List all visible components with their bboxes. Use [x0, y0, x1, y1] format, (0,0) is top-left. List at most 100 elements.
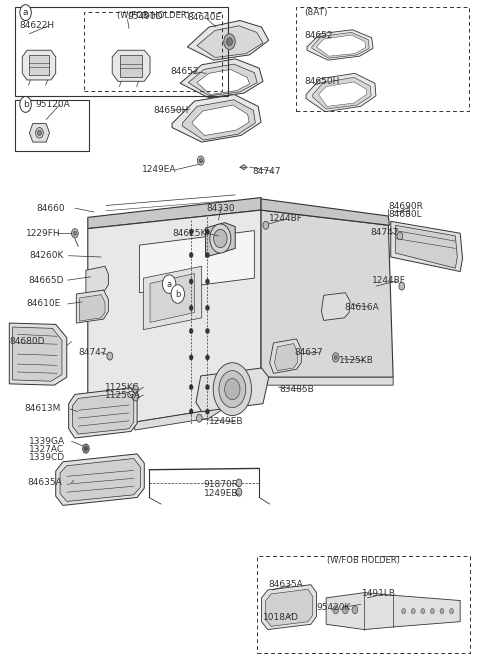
- Polygon shape: [307, 30, 373, 60]
- Circle shape: [72, 228, 78, 238]
- Text: b: b: [175, 289, 180, 299]
- Polygon shape: [396, 225, 457, 268]
- Polygon shape: [56, 454, 144, 505]
- Circle shape: [225, 379, 240, 400]
- Circle shape: [334, 355, 337, 359]
- Circle shape: [73, 231, 76, 235]
- Polygon shape: [188, 64, 257, 96]
- Text: 84690R: 84690R: [388, 203, 423, 211]
- Text: 84747: 84747: [78, 348, 107, 357]
- Text: 1249EB: 1249EB: [204, 489, 238, 498]
- Text: 83485B: 83485B: [279, 385, 314, 394]
- Circle shape: [107, 352, 113, 360]
- Polygon shape: [306, 73, 376, 112]
- Polygon shape: [196, 368, 269, 412]
- Circle shape: [236, 489, 242, 496]
- Circle shape: [411, 608, 415, 614]
- Circle shape: [20, 97, 31, 113]
- Text: 84637: 84637: [295, 348, 323, 357]
- Circle shape: [171, 285, 184, 303]
- Polygon shape: [112, 50, 150, 81]
- Polygon shape: [120, 55, 142, 77]
- Text: 95120A: 95120A: [36, 100, 71, 109]
- Polygon shape: [313, 77, 371, 109]
- Circle shape: [333, 606, 338, 614]
- Text: 95420K: 95420K: [317, 602, 351, 612]
- Circle shape: [84, 447, 87, 451]
- Polygon shape: [319, 82, 366, 107]
- Circle shape: [342, 606, 348, 614]
- Polygon shape: [150, 273, 194, 322]
- Text: 84622H: 84622H: [20, 21, 55, 30]
- Polygon shape: [22, 50, 56, 80]
- Circle shape: [352, 606, 358, 614]
- Bar: [84, 12, 222, 91]
- Circle shape: [189, 305, 193, 310]
- Polygon shape: [60, 459, 141, 501]
- Circle shape: [205, 328, 209, 334]
- Bar: [257, 555, 470, 653]
- Circle shape: [199, 159, 202, 163]
- Polygon shape: [135, 377, 393, 430]
- Circle shape: [402, 608, 406, 614]
- Text: 1018AD: 1018AD: [263, 613, 299, 622]
- Polygon shape: [326, 592, 460, 630]
- Text: a: a: [23, 8, 28, 17]
- Circle shape: [431, 608, 434, 614]
- Polygon shape: [197, 70, 250, 95]
- Text: 1244BF: 1244BF: [269, 214, 302, 223]
- Text: 1125KB: 1125KB: [338, 356, 373, 365]
- Circle shape: [219, 371, 246, 408]
- Polygon shape: [140, 230, 254, 293]
- Text: 84635A: 84635A: [27, 479, 62, 487]
- Text: 84747: 84747: [370, 228, 399, 237]
- Circle shape: [189, 229, 193, 234]
- Text: 84635A: 84635A: [269, 580, 303, 589]
- Polygon shape: [391, 221, 463, 271]
- Polygon shape: [88, 210, 261, 422]
- Circle shape: [227, 38, 232, 46]
- Bar: [297, 7, 469, 111]
- Polygon shape: [80, 295, 105, 321]
- Polygon shape: [29, 55, 48, 75]
- Circle shape: [162, 275, 176, 293]
- Polygon shape: [182, 100, 255, 140]
- Circle shape: [236, 479, 242, 487]
- Polygon shape: [317, 35, 365, 56]
- Circle shape: [37, 130, 41, 136]
- Polygon shape: [275, 344, 298, 371]
- Text: 84652: 84652: [170, 67, 199, 76]
- Text: 84260K: 84260K: [29, 251, 64, 260]
- Text: 1491LB: 1491LB: [361, 589, 396, 598]
- Polygon shape: [322, 293, 350, 320]
- Circle shape: [133, 385, 139, 393]
- Text: 1339GA: 1339GA: [28, 437, 65, 446]
- Circle shape: [20, 5, 31, 21]
- Polygon shape: [205, 222, 235, 257]
- Text: a: a: [167, 279, 172, 289]
- Polygon shape: [261, 199, 389, 225]
- Text: 84650H: 84650H: [305, 77, 340, 86]
- Circle shape: [263, 221, 269, 229]
- Circle shape: [399, 282, 405, 290]
- Circle shape: [205, 252, 209, 258]
- Text: 84330: 84330: [206, 205, 235, 213]
- Polygon shape: [270, 339, 301, 373]
- Circle shape: [205, 409, 209, 414]
- Circle shape: [213, 363, 252, 416]
- Polygon shape: [240, 165, 247, 170]
- Text: 84613M: 84613M: [24, 404, 61, 414]
- Text: 84680D: 84680D: [9, 337, 45, 346]
- Circle shape: [36, 128, 43, 138]
- Circle shape: [332, 353, 339, 362]
- Polygon shape: [69, 388, 137, 438]
- Text: 1229FH: 1229FH: [26, 229, 60, 238]
- Circle shape: [189, 385, 193, 390]
- Text: 1249EA: 1249EA: [142, 166, 176, 174]
- Bar: [15, 7, 228, 96]
- Text: 1125KC: 1125KC: [105, 383, 140, 392]
- Text: 1244BF: 1244BF: [372, 276, 406, 285]
- Circle shape: [196, 414, 202, 422]
- Circle shape: [205, 279, 209, 284]
- Circle shape: [450, 608, 454, 614]
